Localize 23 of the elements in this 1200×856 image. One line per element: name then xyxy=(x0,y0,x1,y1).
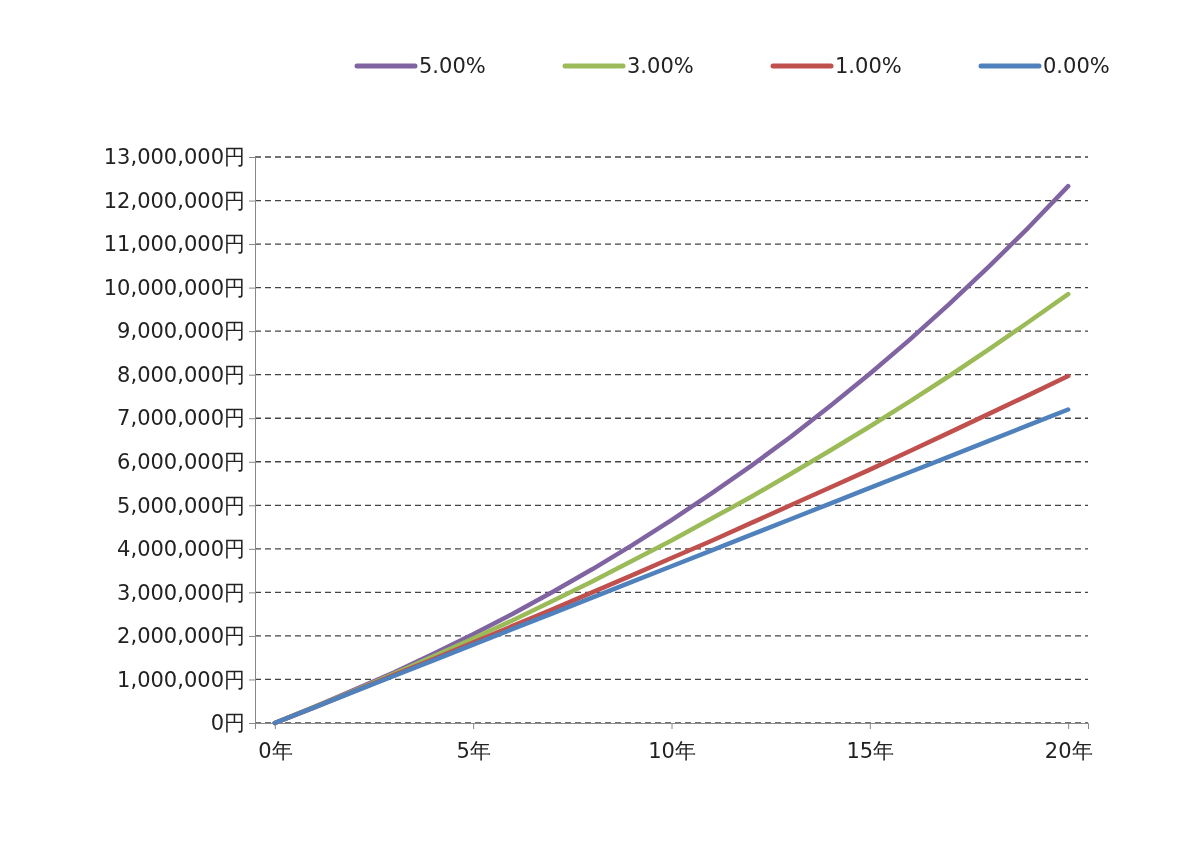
y-tick-label: 11,000,000円 xyxy=(103,232,245,257)
y-tick-label: 1,000,000円 xyxy=(117,667,245,692)
y-tick-label: 9,000,000円 xyxy=(117,319,245,344)
y-tick-label: 5,000,000円 xyxy=(117,493,245,518)
x-tick-label: 10年 xyxy=(648,738,696,763)
x-tick-label: 15年 xyxy=(846,738,895,763)
y-tick-label: 7,000,000円 xyxy=(117,406,245,431)
x-tick-label: 20年 xyxy=(1044,738,1093,763)
y-tick-label: 0円 xyxy=(210,711,245,736)
y-tick-label: 2,000,000円 xyxy=(117,624,245,649)
legend-label: 1.00% xyxy=(835,54,902,78)
legend-label: 5.00% xyxy=(419,54,486,78)
y-tick-label: 8,000,000円 xyxy=(117,362,245,387)
y-tick-label: 12,000,000円 xyxy=(103,188,245,213)
legend-label: 3.00% xyxy=(627,54,694,78)
y-tick-label: 13,000,000円 xyxy=(103,145,245,170)
y-tick-label: 3,000,000円 xyxy=(117,580,245,605)
y-tick-label: 6,000,000円 xyxy=(117,449,245,474)
y-tick-label: 4,000,000円 xyxy=(117,537,245,562)
legend-label: 0.00% xyxy=(1043,54,1110,78)
x-tick-label: 0年 xyxy=(258,738,293,763)
x-tick-label: 5年 xyxy=(456,738,491,763)
y-tick-label: 10,000,000円 xyxy=(103,275,245,300)
